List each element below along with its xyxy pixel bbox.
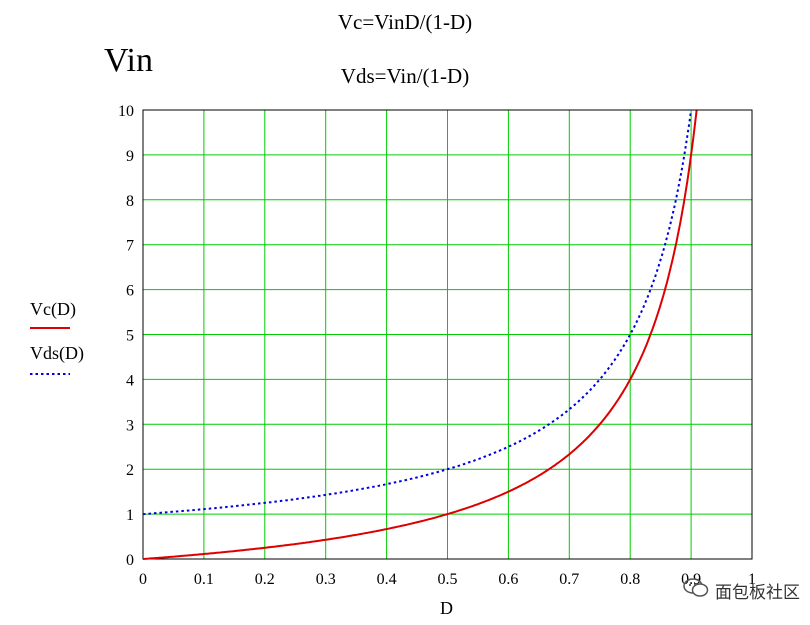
x-tick-label: 0.6	[498, 571, 518, 588]
y-tick-label: 0	[126, 552, 134, 569]
series-lines	[142, 109, 698, 560]
y-tick-label: 3	[126, 417, 134, 434]
y-tick-label: 1	[126, 507, 134, 524]
x-tick-label: 0.2	[255, 571, 275, 588]
y-tick-label: 5	[126, 328, 134, 345]
legend-swatches	[30, 327, 70, 375]
plot-frame	[142, 109, 753, 560]
y-tick-label: 10	[118, 103, 134, 120]
x-tick-label: 0.4	[377, 571, 397, 588]
y-tick-label: 9	[126, 148, 134, 165]
equation-vc: Vc=VinD/(1-D)	[337, 10, 473, 34]
series-line-vc	[142, 110, 698, 560]
legend-label-vds: Vds(D)	[30, 343, 84, 363]
watermark: 面包板社区	[683, 578, 800, 603]
y-tick-label: 7	[126, 238, 134, 255]
wechat-icon	[683, 578, 709, 603]
y-tick-label: 2	[126, 462, 134, 479]
x-tick-label: 0.7	[559, 571, 579, 588]
y-tick-label: 6	[126, 283, 134, 300]
y-tick-label: 8	[126, 193, 134, 210]
x-tick-label: 1	[748, 571, 756, 588]
y-tick-label: 4	[126, 372, 134, 389]
series-line-vds	[142, 109, 693, 516]
legend-label-vc: Vc(D)	[30, 299, 76, 319]
x-tick-labels: 0 0.1 0.2 0.3 0.4 0.5 0.6 0.7 0.8 0.9 1	[139, 571, 756, 588]
watermark-text: 面包板社区	[715, 583, 800, 603]
equation-vds: Vds=Vin/(1-D)	[340, 64, 470, 88]
y-axis-title: Vin	[104, 42, 153, 79]
x-axis-label: D	[440, 598, 453, 618]
grid-lines	[142, 109, 753, 560]
x-tick-label: 0.5	[438, 571, 458, 588]
x-tick-label: 0.3	[316, 571, 336, 588]
y-tick-labels: 0 1 2 3 4 5 6 7 8 9 10	[118, 103, 134, 569]
x-tick-label: 0.1	[194, 571, 214, 588]
x-tick-label: 0.8	[620, 571, 640, 588]
x-tick-label: 0	[139, 571, 147, 588]
